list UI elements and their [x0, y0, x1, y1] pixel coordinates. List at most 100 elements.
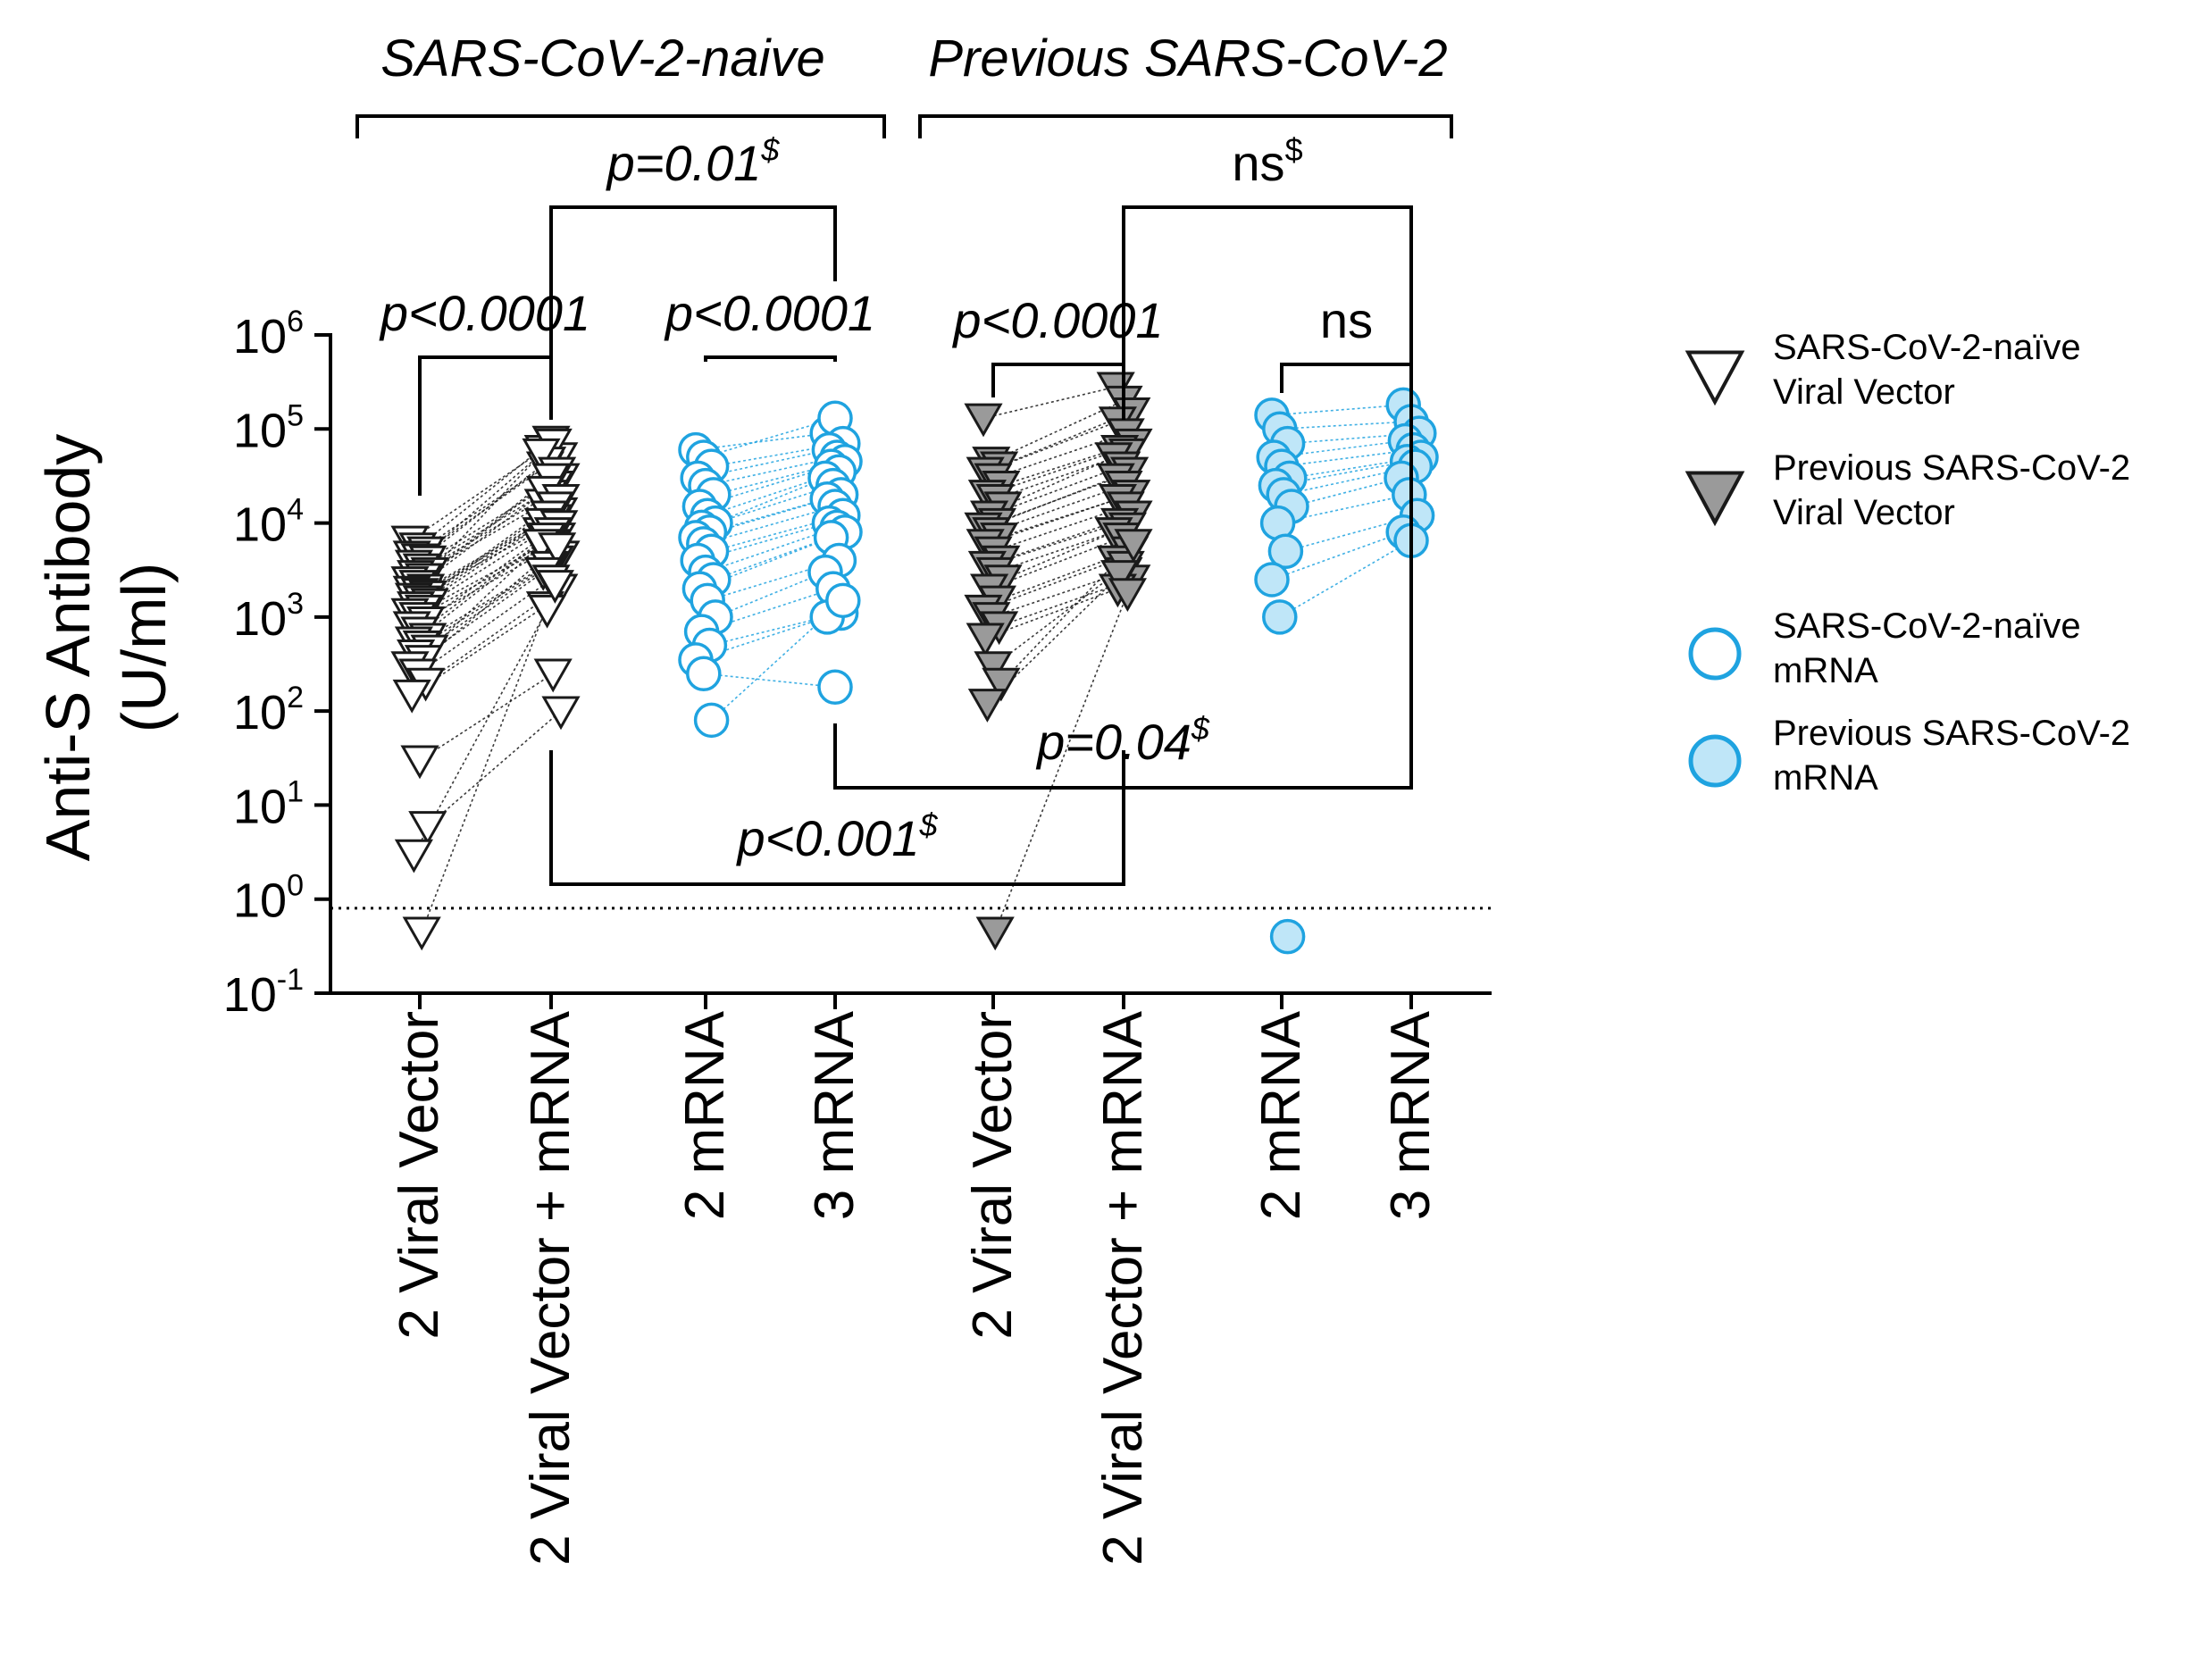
significance-bracket — [1122, 205, 1413, 589]
pair-line — [992, 564, 1126, 667]
data-point — [825, 582, 861, 619]
data-point — [966, 623, 1005, 657]
data-points — [390, 372, 1439, 955]
pair-line — [992, 432, 1126, 480]
y-tick-label: 103 — [233, 587, 304, 646]
significance-bracket — [1280, 363, 1413, 393]
significance-label: p=0.01$ — [606, 131, 781, 191]
pair-line — [1279, 539, 1412, 618]
pair-line — [429, 453, 542, 573]
data-point — [693, 702, 730, 739]
pair-line — [415, 494, 550, 576]
pair-line — [419, 673, 554, 761]
y-tick-label: 10-1 — [223, 963, 304, 1022]
pair-line — [999, 494, 1133, 539]
significance-label: p=0.04$ — [1035, 710, 1210, 770]
pair-line — [1281, 448, 1414, 467]
legend-label-line1: SARS-CoV-2-naïve — [1773, 328, 2081, 367]
legend-label-line1: Previous SARS-CoV-2 — [1773, 714, 2130, 753]
data-point — [1100, 560, 1140, 594]
legend-marker — [1685, 350, 1745, 406]
data-point — [400, 745, 439, 780]
group-bracket-naive — [355, 114, 886, 138]
pair-line — [999, 579, 1133, 627]
data-point — [1269, 918, 1306, 955]
significance-annotations: p<0.0001 p<0.0001 p<0.0001 ns p=0.01$ ns$ p<0.… — [379, 131, 1413, 886]
y-tick-label: 102 — [233, 681, 304, 740]
data-point — [1108, 578, 1147, 613]
pair-line — [986, 574, 1121, 705]
data-point — [686, 656, 722, 691]
data-point — [528, 594, 567, 629]
pair-line — [413, 609, 548, 855]
significance-label: p<0.0001 — [664, 285, 875, 341]
group-title-previous: Previous SARS-CoV-2 — [928, 29, 1447, 88]
y-axis-title: Anti-S Antibody (U/ml) — [33, 434, 179, 862]
pair-line — [1271, 531, 1404, 581]
data-point — [1114, 529, 1153, 564]
y-tick-label: 101 — [233, 774, 304, 833]
pair-line — [703, 673, 836, 689]
pair-line — [427, 498, 562, 597]
pair-line — [414, 526, 548, 599]
x-tick-label: 2 mRNA — [1250, 1010, 1312, 1220]
pair-line — [409, 448, 544, 541]
pair-line — [994, 452, 1128, 500]
data-point — [541, 696, 581, 731]
pair-line — [713, 531, 846, 581]
pair-line — [1000, 514, 1134, 562]
pair-line — [711, 442, 843, 467]
pair-line — [997, 550, 1130, 602]
pair-line — [1279, 421, 1412, 430]
y-tick-label: 106 — [233, 305, 304, 364]
x-tick-label: 3 mRNA — [804, 1010, 865, 1220]
pair-line — [705, 456, 838, 487]
data-point — [402, 916, 441, 951]
significance-bracket — [704, 355, 837, 362]
pair-line — [1000, 442, 1134, 487]
data-point — [522, 438, 561, 472]
pair-line — [1271, 404, 1404, 416]
pair-line — [715, 477, 826, 524]
data-point — [964, 403, 1003, 438]
data-point — [394, 839, 433, 873]
data-point — [1254, 562, 1290, 598]
axes: 106 105 104 103 102 101 100 10-1 — [223, 305, 1492, 1022]
pair-line — [425, 524, 560, 623]
pair-line — [715, 571, 826, 618]
legend-marker — [1688, 734, 1742, 788]
data-point — [533, 658, 573, 693]
pair-line — [429, 531, 542, 605]
significance-label: ns$ — [1232, 131, 1302, 191]
legend-marker — [1685, 471, 1745, 527]
pair-line — [417, 543, 552, 618]
pair-line — [705, 526, 838, 573]
y-tick-label: 105 — [233, 398, 304, 457]
y-tick-label: 100 — [233, 869, 304, 928]
legend: SARS-CoV-2-naïve Viral Vector Previous SAR… — [1685, 328, 2130, 798]
pair-line — [1289, 456, 1422, 480]
pair-line — [419, 531, 554, 632]
x-tick-label: 2 Viral Vector — [962, 1011, 1024, 1340]
legend-label-line2: Viral Vector — [1773, 493, 1955, 532]
data-point — [1267, 533, 1304, 570]
pair-line — [423, 537, 557, 611]
data-point — [967, 689, 1007, 723]
significance-label: p<0.0001 — [951, 292, 1163, 348]
x-tick-label: 2 mRNA — [674, 1010, 736, 1220]
y-axis-title-line2: (U/ml) — [109, 563, 179, 732]
pair-line — [994, 526, 1128, 573]
significance-label: p<0.001$ — [735, 807, 938, 866]
group-bracket-previous — [918, 114, 1453, 138]
y-axis-title-line1: Anti-S Antibody — [33, 434, 103, 862]
legend-label-line1: SARS-CoV-2-naïve — [1773, 606, 2081, 646]
pair-line — [991, 571, 1125, 618]
legend-label-line2: mRNA — [1773, 758, 1878, 798]
pair-line — [1283, 465, 1416, 496]
data-point — [975, 916, 1015, 951]
significance-label: p<0.0001 — [379, 285, 590, 341]
pair-line — [992, 506, 1126, 553]
significance-bracket — [833, 585, 1413, 790]
pair-line — [429, 543, 542, 650]
